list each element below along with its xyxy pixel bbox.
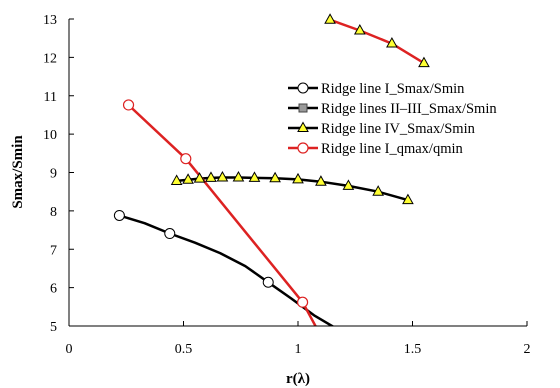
data-point: [164, 228, 176, 240]
y-tick-label: 8: [50, 205, 57, 220]
markers: [113, 13, 430, 308]
x-tick-label: 2: [524, 342, 531, 357]
y-tick-label: 7: [50, 243, 57, 258]
data-point: [342, 179, 355, 190]
data-point: [205, 171, 217, 182]
data-point: [262, 276, 274, 288]
legend-marker: [298, 103, 308, 113]
legend: Ridge line I_Smax/Smin Ridge lines II–III…: [288, 81, 497, 157]
y-axis-title: Smax/Smin: [10, 135, 26, 209]
data-point: [296, 296, 309, 308]
legend-label: Ridge line I_qmax/qmin: [321, 141, 464, 157]
legend-marker: [297, 142, 309, 154]
x-axis-title: r(λ): [286, 371, 310, 387]
x-axis-ticks: 0 0.5 1 1.5 2: [66, 321, 531, 357]
series-line-3: [127, 104, 317, 326]
data-point: [113, 209, 125, 221]
y-tick-label: 10: [43, 128, 57, 143]
data-point: [269, 171, 281, 183]
series-line-4: [329, 19, 425, 65]
data-point: [292, 172, 304, 184]
legend-item: Ridge line IV_Smax/Smin: [288, 121, 476, 137]
legend-marker: [297, 82, 309, 94]
legend-label: Ridge line I_Smax/Smin: [321, 81, 465, 97]
data-point: [418, 56, 430, 68]
y-tick-label: 12: [43, 51, 57, 66]
data-point: [232, 170, 245, 182]
data-point: [315, 175, 327, 186]
data-point: [182, 173, 194, 184]
y-tick-label: 5: [50, 320, 57, 335]
data-point: [122, 99, 135, 111]
x-tick-label: 0.5: [175, 342, 193, 357]
y-tick-label: 13: [43, 13, 57, 28]
legend-marker: [297, 121, 309, 132]
data-point: [216, 170, 229, 182]
legend-label: Ridge lines II–III_Smax/Smin: [321, 101, 497, 117]
data-point: [324, 13, 336, 24]
legend-item: Ridge line I_Smax/Smin: [288, 81, 465, 97]
data-point: [180, 153, 192, 165]
x-tick-label: 1.5: [404, 342, 422, 357]
data-point: [386, 37, 398, 48]
x-tick-label: 1: [295, 342, 302, 357]
legend-item: Ridge lines II–III_Smax/Smin: [288, 101, 497, 117]
data-point: [248, 171, 261, 182]
y-tick-label: 6: [50, 282, 57, 297]
y-axis-ticks: 5 6 7 8 9 10 11 12 13: [43, 13, 74, 335]
data-point: [402, 193, 414, 205]
y-tick-label: 11: [44, 90, 57, 105]
data-point: [353, 23, 366, 35]
x-tick-label: 0: [66, 342, 73, 357]
data-point: [193, 172, 206, 183]
data-point: [372, 185, 384, 196]
legend-label: Ridge line IV_Smax/Smin: [321, 121, 476, 137]
series-line-0: [119, 214, 335, 326]
data-point: [170, 174, 183, 185]
y-tick-label: 9: [50, 167, 57, 182]
legend-item: Ridge line I_qmax/qmin: [288, 141, 464, 157]
